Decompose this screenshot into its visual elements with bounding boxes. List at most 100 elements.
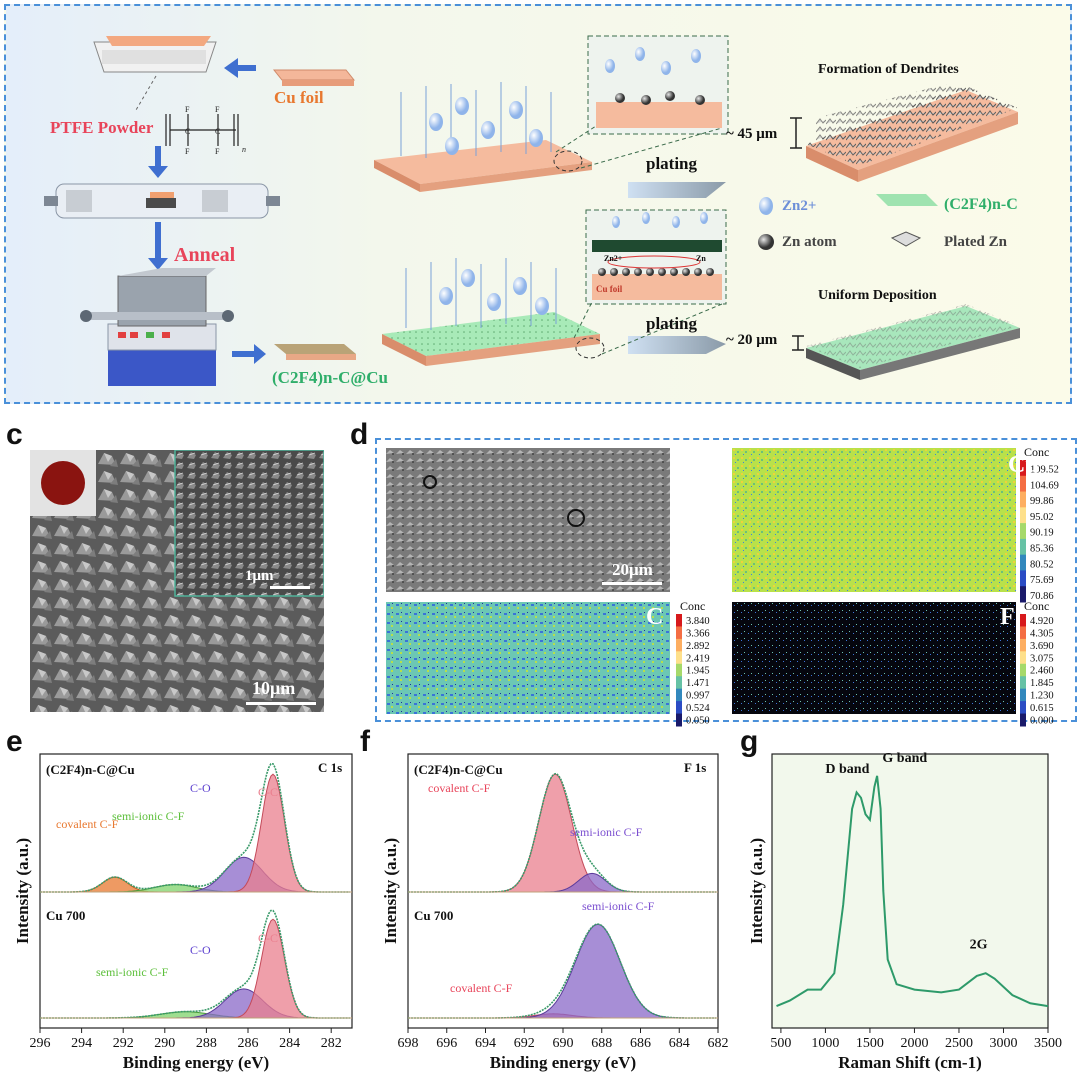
x-tick-label: 1000 <box>811 1036 839 1051</box>
element-label-f: F <box>1000 604 1015 630</box>
plating-label-top: plating <box>646 154 698 173</box>
colorbar-tick: 70.86 <box>1030 591 1054 602</box>
panel-label-f: f <box>360 725 370 758</box>
peak-label: covalent C-F <box>450 981 513 995</box>
inset-cufoil-label: Cu foil <box>596 284 623 294</box>
eds-sem-image <box>386 448 670 592</box>
colorbar-tick: 0.524 <box>686 703 710 714</box>
plating-arrow-top <box>628 182 726 198</box>
x-tick-label: 292 <box>113 1036 134 1051</box>
colorbar-tick: 95.02 <box>1030 512 1054 523</box>
scale-inset-c: 1μm <box>245 568 274 584</box>
peak-label: semi-ionic C-F <box>582 899 655 913</box>
svg-text:C: C <box>215 127 220 136</box>
eds-map-c <box>386 602 670 714</box>
raman-chart: 500 1000 1500 2000 2500 3000 3500 D band G band 2… <box>747 751 1062 1072</box>
svg-text:F: F <box>215 105 220 114</box>
element-label-c: C <box>646 604 664 630</box>
schematic-svg: F F F F C Cn <box>44 35 1020 386</box>
anneal-label: Anneal <box>174 244 236 266</box>
corner-label: C 1s <box>318 760 342 775</box>
colorbar-tick: 104.69 <box>1030 480 1059 491</box>
colorbar-tick: 4.920 <box>1030 616 1054 627</box>
series-name: (C2F4)n-C@Cu <box>46 762 135 777</box>
x-tick-label: 698 <box>398 1036 419 1051</box>
colorbar-tick: 2.460 <box>1030 666 1054 677</box>
colorbar-title: Conc <box>680 600 705 613</box>
svg-text:F: F <box>215 147 220 156</box>
panel-label-d: d <box>350 418 369 451</box>
colorbar-swatch <box>1020 586 1026 603</box>
eds-map-cu <box>732 448 1016 592</box>
y-axis-label: Intensity (a.u.) <box>13 838 32 944</box>
colorbar-swatch <box>1020 538 1026 556</box>
series-name: Cu 700 <box>414 908 453 923</box>
x-tick-label: 2000 <box>900 1036 928 1051</box>
xps-f1s-chart: (C2F4)n-C@Cu covalent C-F semi-ionic C-F Cu… <box>381 753 729 1072</box>
colorbar-tick: 85.36 <box>1030 544 1054 555</box>
x-axis-label: Binding energy (eV) <box>490 1053 636 1072</box>
formation-title: Formation of Dendrites <box>818 62 959 77</box>
colorbar-swatch <box>676 701 682 715</box>
colorbar-f: Conc4.9204.3053.6903.0752.4601.8451.2300… <box>1020 600 1054 727</box>
legend-coating-label: (C2F4)n-C <box>944 196 1018 213</box>
inset-zn2-label: Zn2+ <box>604 254 623 263</box>
colorbar-tick: 75.69 <box>1030 575 1054 586</box>
colorbar-swatch <box>1020 676 1026 690</box>
peak-label: semi-ionic C-F <box>570 825 643 839</box>
annotation-2g: 2G <box>970 938 988 953</box>
peak-label: covalent C-F <box>56 817 119 831</box>
svg-text:F: F <box>185 147 190 156</box>
bare-cu-plate <box>374 140 592 192</box>
colorbar-swatch <box>676 688 682 702</box>
colorbar-tick: 1.945 <box>686 666 710 677</box>
y-axis-label: Intensity (a.u.) <box>381 838 400 944</box>
x-tick-label: 288 <box>196 1036 217 1051</box>
y-axis-label: Intensity (a.u.) <box>747 838 766 944</box>
top-ions <box>429 97 543 155</box>
bottom-ions <box>439 269 549 315</box>
eds-map-f <box>732 602 1016 714</box>
uniform-title: Uniform Deposition <box>818 288 937 303</box>
colorbar-swatch <box>1020 475 1026 493</box>
colorbar-tick: 0.050 <box>686 716 710 727</box>
element-label-cu: Cu <box>1008 452 1039 478</box>
x-tick-label: 290 <box>154 1036 175 1051</box>
x-tick-label: 694 <box>475 1036 496 1051</box>
legend-zn-atom-label: Zn atom <box>782 234 837 250</box>
thickness-top: ~ 45 μm <box>726 126 778 142</box>
plating-label-bottom: plating <box>646 314 698 333</box>
colorbar-swatch <box>1020 701 1026 715</box>
x-tick-label: 282 <box>321 1036 342 1051</box>
peak-label: C-O <box>190 943 211 957</box>
colorbar-tick: 109.52 <box>1030 465 1059 476</box>
colorbar-tick: 0.615 <box>1030 703 1054 714</box>
panel-label-c: c <box>6 418 23 451</box>
tube-furnace <box>80 268 234 386</box>
coated-cu-piece <box>274 344 356 360</box>
legend-zn2-icon <box>759 197 773 215</box>
colorbar-swatch <box>676 651 682 665</box>
x-tick-label: 696 <box>436 1036 457 1051</box>
raman-line <box>776 775 1049 1008</box>
colorbar-swatch <box>1020 663 1026 677</box>
peak-label: covalent C-F <box>428 781 491 795</box>
cu-foil-piece <box>272 69 356 86</box>
x-tick-label: 690 <box>553 1036 574 1051</box>
peak-label: semi-ionic C-F <box>112 809 185 823</box>
colorbar-tick: 1.471 <box>686 678 710 689</box>
annotation-d-band: D band <box>825 762 869 777</box>
colorbar-swatch <box>1020 688 1026 702</box>
coated-plate <box>382 312 600 366</box>
spectrum-envelope <box>40 762 350 893</box>
series-name: (C2F4)n-C@Cu <box>414 762 503 777</box>
peak-label: C-O <box>190 781 211 795</box>
colorbar-title: Conc <box>1024 600 1049 613</box>
colorbar-swatch <box>1020 638 1026 652</box>
uniform-plate <box>806 304 1020 380</box>
ptfe-structure <box>165 114 239 146</box>
colorbar-swatch <box>676 614 682 627</box>
svg-text:F: F <box>185 105 190 114</box>
colorbar-tick: 0.997 <box>686 691 710 702</box>
